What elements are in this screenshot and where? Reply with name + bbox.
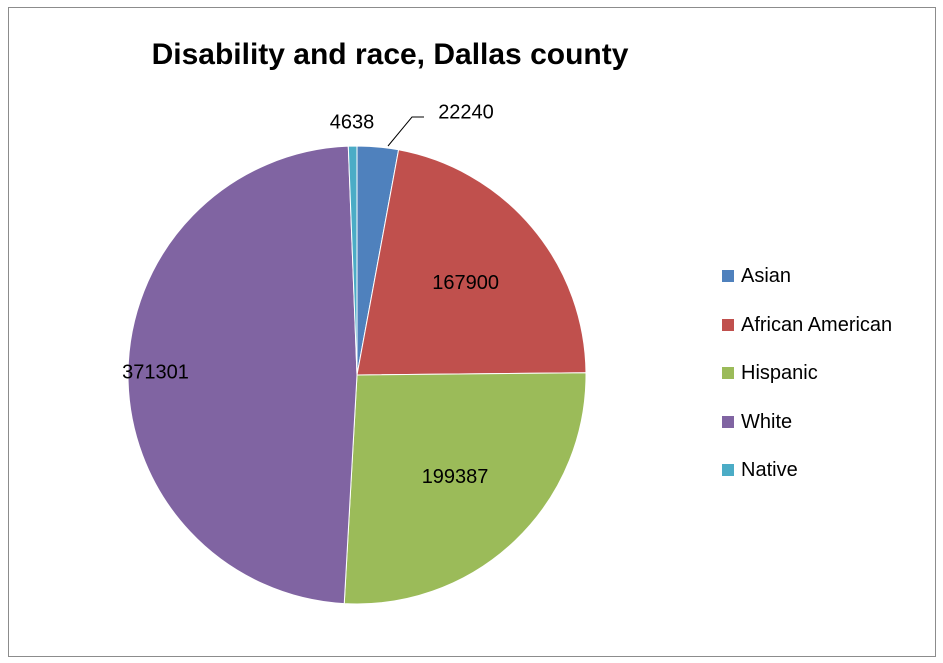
legend-label-asian: Asian <box>741 265 792 287</box>
data-label-african-american: 167900 <box>432 272 499 294</box>
chart-title: Disability and race, Dallas county <box>151 38 629 71</box>
legend-label-hispanic: Hispanic <box>741 362 818 384</box>
legend-item-hispanic: Hispanic <box>722 359 922 408</box>
pie-slices <box>127 145 587 605</box>
pie-slice-native <box>347 145 358 376</box>
pie-slice-white <box>127 145 358 605</box>
pie-slice-african-american <box>356 149 587 376</box>
legend-label-african-american: African American <box>741 313 893 336</box>
legend-swatch-asian <box>722 270 734 282</box>
data-label-hispanic: 199387 <box>422 466 489 488</box>
legend-item-african-american: African American <box>722 311 922 360</box>
legend-swatch-white <box>722 415 734 428</box>
leader-line-asian <box>387 116 424 147</box>
leader-lines <box>387 116 424 147</box>
data-label-white: 371301 <box>122 361 189 383</box>
legend: Asian African American Hispanic White Na… <box>722 262 922 505</box>
legend-item-asian: Asian <box>722 262 922 311</box>
legend-swatch-hispanic <box>722 367 734 379</box>
slice-data-labels: 22240 167900 199387 371301 4638 <box>122 101 499 488</box>
pie-slice-hispanic <box>343 372 587 605</box>
legend-label-white: White <box>741 410 793 433</box>
legend-swatch-native <box>722 464 734 476</box>
legend-item-white: White <box>722 408 922 457</box>
data-label-native: 4638 <box>330 111 375 133</box>
legend-item-native: Native <box>722 456 922 505</box>
legend-label-native: Native <box>741 459 798 481</box>
data-label-asian: 22240 <box>438 101 494 123</box>
legend-swatch-african-american <box>722 318 734 331</box>
